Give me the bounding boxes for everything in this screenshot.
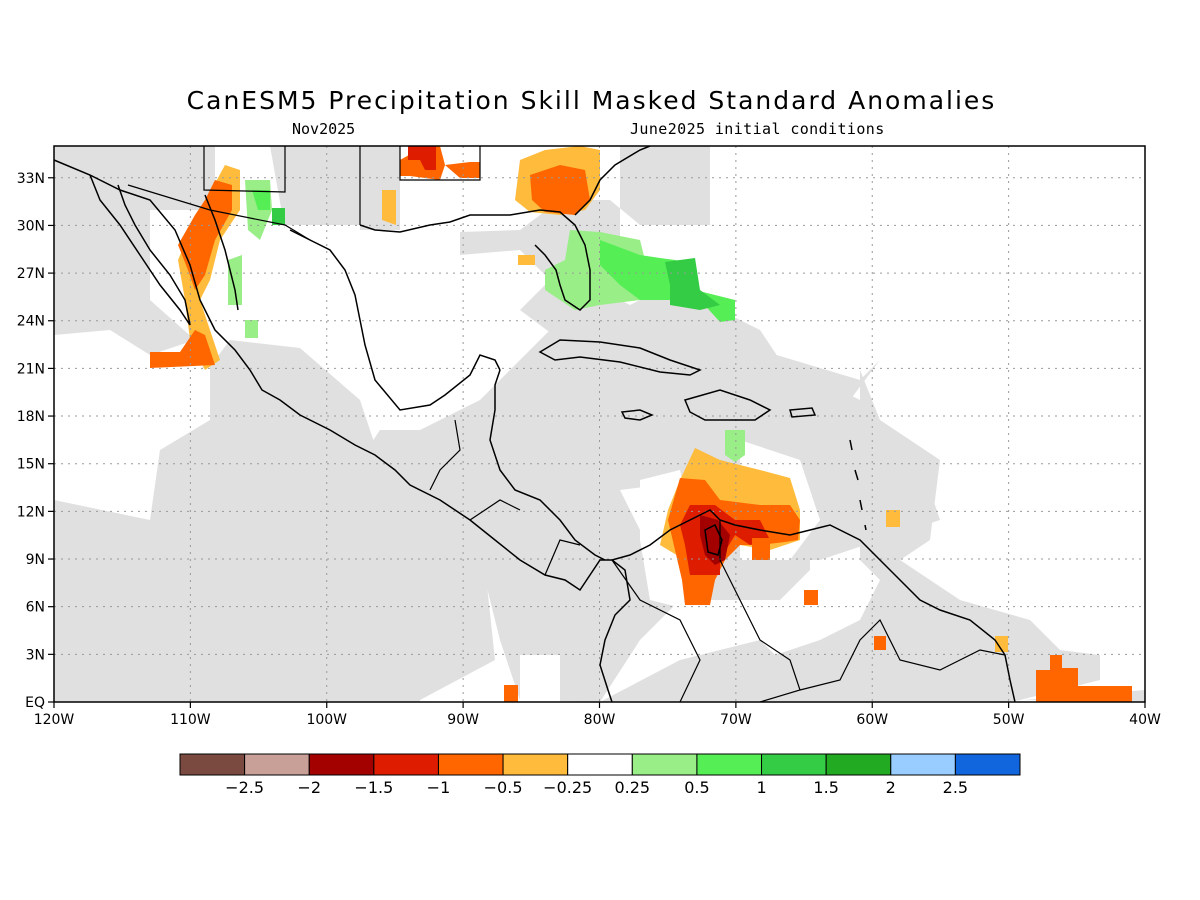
colorbar-label: −1.5	[354, 778, 393, 797]
colorbar-label: −0.5	[484, 778, 523, 797]
colorbar-label: −0.25	[543, 778, 592, 797]
lat-tick-label: 3N	[26, 647, 45, 663]
colorbar-label: 1	[756, 778, 766, 797]
lat-tick-label: EQ	[25, 695, 45, 711]
colorbar-label: 1.5	[813, 778, 838, 797]
colorbar-swatch	[502, 753, 569, 776]
lon-tick-label: 40W	[1129, 712, 1161, 728]
lon-tick-label: 90W	[447, 712, 479, 728]
lat-tick-label: 30N	[17, 218, 45, 234]
valid-month-label: Nov2025	[292, 120, 356, 138]
borders	[127, 146, 1006, 702]
lat-tick-label: 21N	[17, 361, 45, 377]
colorbar-swatch	[567, 753, 633, 776]
lon-tick-label: 120W	[34, 712, 75, 728]
colorbar-swatch	[373, 753, 439, 776]
colorbar-swatch	[825, 753, 892, 776]
lat-tick-label: 12N	[17, 504, 45, 520]
lat-tick-label: 18N	[17, 409, 45, 425]
axes: 120W 110W 100W 90W 80W 70W 60W 50W 40W EQ 3N 6N 9N 12…	[17, 171, 1161, 728]
colorbar-label: 0.25	[614, 778, 650, 797]
colorbar-swatch	[437, 753, 504, 776]
map-title: CanESM5 Precipitation Skill Masked Stand…	[186, 86, 997, 115]
lat-tick-label: 6N	[26, 600, 45, 616]
colorbar-label: 2.5	[943, 778, 968, 797]
lon-tick-label: 110W	[170, 712, 211, 728]
lon-tick-label: 100W	[306, 712, 347, 728]
lon-tick-label: 50W	[993, 712, 1025, 728]
colorbar-label: −2.5	[225, 778, 264, 797]
grid-lines	[54, 146, 1145, 702]
colorbar: −2.5 −2 −1.5 −1 −0.5 −0.25 0.25 0.5 1 1.5 2 2.5	[179, 753, 1021, 797]
colorbar-swatch	[761, 753, 827, 776]
colorbar-swatch	[631, 753, 698, 776]
colorbar-label: −1	[427, 778, 451, 797]
colorbar-swatch	[890, 753, 956, 776]
colorbar-swatch	[954, 753, 1021, 776]
lon-tick-label: 80W	[584, 712, 616, 728]
lon-tick-label: 70W	[720, 712, 752, 728]
colorbar-swatch	[179, 753, 246, 776]
colorbar-swatch	[696, 753, 763, 776]
masked-region	[54, 146, 1145, 702]
colorbar-label: 0.5	[684, 778, 709, 797]
colorbar-swatch	[244, 753, 310, 776]
lat-tick-label: 33N	[17, 171, 45, 187]
lat-tick-label: 24N	[17, 314, 45, 330]
colorbar-swatch	[308, 753, 375, 776]
lon-tick-label: 60W	[856, 712, 888, 728]
colorbar-label: 2	[886, 778, 896, 797]
lat-tick-label: 15N	[17, 457, 45, 473]
lat-tick-label: 9N	[26, 552, 45, 568]
plot-area	[54, 146, 1145, 702]
initial-conditions-label: June2025 initial conditions	[630, 120, 885, 138]
lat-tick-label: 27N	[17, 266, 45, 282]
colorbar-label: −2	[297, 778, 321, 797]
